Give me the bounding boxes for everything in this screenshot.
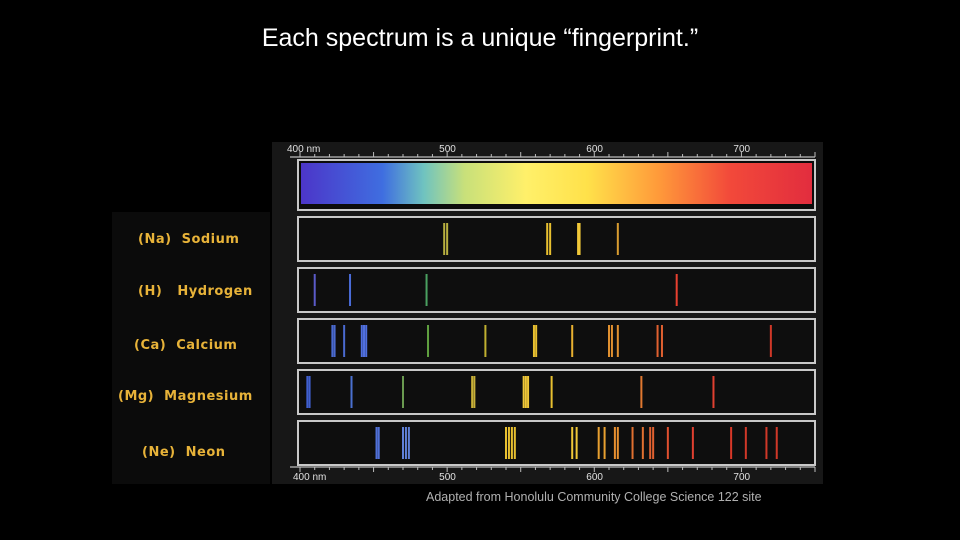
emission-line	[522, 376, 525, 408]
emission-line	[616, 325, 619, 357]
emission-line	[473, 376, 476, 408]
emission-line	[577, 223, 580, 255]
emission-line	[546, 223, 549, 255]
emission-strip	[297, 267, 816, 313]
emission-line	[377, 427, 380, 459]
emission-line	[691, 427, 694, 459]
emission-line	[333, 325, 336, 357]
emission-line	[427, 325, 430, 357]
strip-frame	[297, 318, 816, 364]
bottom-tick-label: 700	[733, 472, 750, 483]
emission-line	[660, 325, 663, 357]
emission-line	[360, 325, 363, 357]
emission-line	[524, 376, 527, 408]
emission-line	[446, 223, 449, 255]
top-tick-label: 600	[586, 144, 603, 155]
emission-line	[675, 274, 678, 306]
top-wavelength-axis: 400 nm 500 600 700	[287, 144, 816, 158]
emission-line	[641, 427, 644, 459]
emission-line	[363, 325, 366, 357]
emission-line	[649, 427, 652, 459]
strip-frame	[297, 216, 816, 262]
bottom-tick-label: 400 nm	[293, 472, 326, 483]
emission-line	[765, 427, 768, 459]
emission-line	[532, 325, 535, 357]
emission-line	[575, 427, 578, 459]
element-label: (H) Hydrogen	[138, 284, 253, 299]
emission-line	[350, 376, 353, 408]
strip-frame	[297, 369, 816, 415]
emission-line	[730, 427, 733, 459]
emission-line	[578, 223, 581, 255]
emission-line	[597, 427, 600, 459]
element-label: (Ne) Neon	[142, 445, 226, 460]
emission-line	[571, 325, 574, 357]
emission-line	[331, 325, 334, 357]
emission-line	[349, 274, 352, 306]
emission-line	[616, 223, 619, 255]
emission-line	[535, 325, 538, 357]
emission-line	[652, 427, 655, 459]
element-labels-panel	[112, 212, 270, 484]
emission-line	[471, 376, 474, 408]
emission-line	[484, 325, 487, 357]
emission-line	[610, 325, 613, 357]
emission-line	[603, 427, 606, 459]
emission-line	[550, 376, 553, 408]
emission-line	[775, 427, 778, 459]
element-label: (Ca) Calcium	[134, 338, 238, 353]
strip-frame	[297, 267, 816, 313]
emission-line	[510, 427, 513, 459]
emission-line	[402, 376, 404, 408]
strip-frame	[297, 420, 816, 466]
emission-line	[666, 427, 669, 459]
emission-line	[608, 325, 610, 357]
emission-line	[527, 376, 530, 408]
top-tick-label: 500	[439, 144, 456, 155]
emission-line	[549, 223, 552, 255]
emission-line	[631, 427, 634, 459]
element-label: (Na) Sodium	[138, 232, 240, 247]
bottom-wavelength-axis: 400 nm 500 600 700	[290, 466, 816, 483]
emission-line	[425, 274, 428, 306]
slide-title: Each spectrum is a unique “fingerprint.”	[261, 24, 699, 52]
bottom-tick-label: 500	[439, 472, 456, 483]
emission-strips	[297, 216, 816, 466]
top-tick-label: 700	[733, 144, 750, 155]
emission-line	[375, 427, 378, 459]
emission-strip	[297, 216, 816, 262]
emission-line	[443, 223, 446, 255]
emission-line	[404, 427, 407, 459]
image-credit: Adapted from Honolulu Community College …	[426, 490, 762, 504]
emission-line	[616, 427, 619, 459]
emission-line	[402, 427, 404, 459]
emission-line	[769, 325, 772, 357]
emission-line	[744, 427, 747, 459]
emission-line	[513, 427, 516, 459]
emission-line	[505, 427, 507, 459]
emission-line	[656, 325, 659, 357]
emission-line	[712, 376, 715, 408]
emission-strip	[297, 369, 816, 415]
bottom-tick-label: 600	[586, 472, 603, 483]
element-label: (Mg) Magnesium	[118, 389, 253, 404]
emission-line	[308, 376, 311, 408]
emission-line	[407, 427, 410, 459]
emission-line	[507, 427, 510, 459]
emission-line	[571, 427, 574, 459]
emission-line	[343, 325, 346, 357]
emission-line	[313, 274, 316, 306]
emission-line	[640, 376, 643, 408]
emission-line	[365, 325, 368, 357]
emission-line	[306, 376, 309, 408]
emission-strip	[297, 318, 816, 364]
emission-line	[613, 427, 616, 459]
continuous-spectrum-bar	[301, 163, 812, 204]
top-tick-label: 400 nm	[287, 144, 320, 155]
emission-strip	[297, 420, 816, 466]
